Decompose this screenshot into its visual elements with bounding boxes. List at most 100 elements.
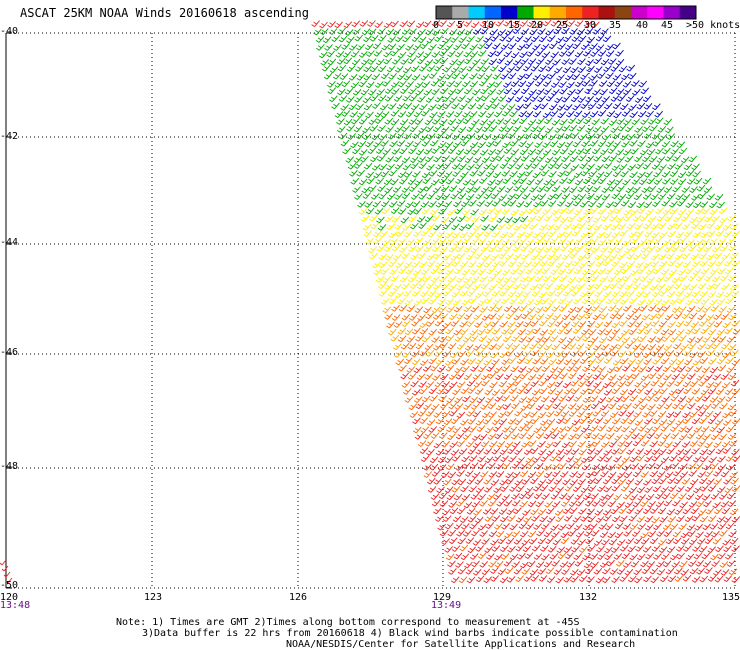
wind-barb: [504, 410, 514, 417]
wind-barb: [646, 246, 656, 253]
wind-barb: [486, 267, 496, 275]
wind-barb: [716, 426, 726, 434]
wind-barb: [598, 80, 608, 87]
wind-barb: [451, 223, 460, 231]
wind-barb: [371, 163, 381, 171]
wind-barb: [481, 254, 491, 261]
wind-barb: [601, 193, 611, 201]
wind-barb: [630, 147, 639, 155]
wind-barb: [464, 28, 473, 36]
wind-barb: [459, 328, 469, 336]
wind-barb: [624, 568, 634, 576]
wind-barb: [382, 80, 391, 87]
wind-barb: [532, 73, 542, 81]
wind-barb: [453, 43, 462, 51]
wind-barb: [557, 170, 566, 178]
wind-barb: [731, 260, 740, 267]
colorbar-swatch: [436, 6, 453, 19]
wind-barb: [555, 515, 565, 523]
wind-barb: [546, 35, 556, 42]
wind-barb: [717, 552, 726, 560]
wind-barb: [694, 238, 704, 246]
wind-barb: [434, 261, 444, 268]
wind-barb: [467, 102, 477, 110]
wind-barb: [583, 208, 592, 215]
wind-barb: [577, 440, 587, 448]
wind-barb: [457, 567, 467, 575]
wind-barb: [658, 253, 667, 261]
wind-barb: [439, 313, 449, 320]
wind-barb: [638, 80, 648, 88]
wind-barb: [657, 507, 667, 515]
wind-barb: [562, 66, 572, 74]
wind-barb: [544, 156, 554, 164]
wind-barb: [438, 306, 447, 313]
wind-barb: [499, 576, 509, 584]
wind-barb: [547, 162, 557, 170]
wind-barb: [493, 366, 503, 374]
wind-barb: [378, 290, 388, 297]
wind-barb: [445, 364, 455, 372]
wind-barb: [450, 449, 460, 456]
wind-barb: [582, 523, 592, 531]
wind-barb: [453, 80, 462, 88]
wind-barb: [442, 508, 451, 516]
wind-barb: [591, 147, 601, 155]
wind-barb: [437, 238, 447, 245]
wind-barb: [570, 350, 580, 357]
wind-barb: [485, 111, 495, 119]
wind-barb: [391, 244, 401, 252]
wind-barb: [643, 132, 653, 139]
wind-barb: [382, 239, 391, 246]
wind-barb: [399, 20, 409, 28]
wind-barb: [686, 305, 696, 313]
wind-barb: [371, 133, 381, 141]
wind-barb: [405, 201, 414, 209]
wind-barb: [371, 73, 381, 81]
wind-barb: [377, 185, 386, 192]
wind-barb: [321, 64, 331, 72]
wind-barb: [724, 327, 733, 335]
colorbar-swatch: [501, 6, 518, 19]
wind-barb: [401, 125, 410, 132]
wind-barb: [569, 284, 578, 291]
wind-barb: [428, 104, 437, 111]
wind-barb: [704, 530, 713, 538]
wind-barb: [571, 358, 580, 365]
wind-barb: [356, 73, 366, 81]
wind-barb: [644, 418, 653, 425]
wind-barb: [555, 36, 565, 44]
wind-barb: [656, 214, 666, 222]
wind-barb: [522, 350, 532, 358]
lat-label-46: -46: [0, 347, 19, 358]
wind-barb: [351, 117, 360, 125]
wind-barb: [451, 133, 461, 141]
wind-barb: [701, 494, 711, 501]
wind-barb: [573, 171, 583, 179]
wind-barb: [593, 154, 602, 162]
wind-barb: [556, 327, 566, 335]
wind-barb: [617, 223, 627, 230]
wind-barb: [656, 156, 666, 163]
wind-barb: [618, 65, 628, 73]
wind-barb: [522, 545, 532, 553]
wind-barb: [731, 448, 740, 456]
wind-barb: [546, 320, 556, 328]
wind-barb: [671, 306, 681, 313]
wind-barb: [651, 231, 660, 239]
colorbar-swatch: [582, 6, 599, 19]
wind-barb: [412, 417, 421, 425]
wind-barb: [648, 372, 657, 380]
wind-barb: [577, 66, 587, 73]
wind-barb: [368, 89, 377, 96]
wind-barb: [691, 260, 701, 268]
wind-barb: [489, 28, 498, 36]
wind-barb: [662, 560, 672, 568]
wind-barb: [569, 252, 578, 259]
wind-barb: [530, 125, 539, 133]
wind-barb: [627, 201, 637, 209]
wind-barb: [460, 171, 469, 178]
wind-barb: [412, 44, 422, 51]
wind-barb: [337, 126, 346, 133]
wind-barb: [424, 118, 434, 126]
